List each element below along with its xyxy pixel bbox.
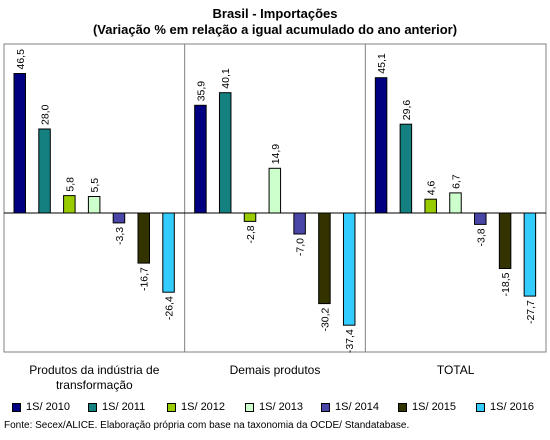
bar <box>399 123 413 214</box>
legend-item: 1S/ 2010 <box>12 401 70 413</box>
bar <box>13 73 26 214</box>
data-label: -26,4 <box>164 296 176 320</box>
legend-swatch <box>12 402 21 412</box>
data-label: -37,4 <box>344 329 356 353</box>
data-label: 6,7 <box>450 174 462 189</box>
category-label-line: TOTAL <box>436 363 475 377</box>
legend-swatch <box>476 402 485 412</box>
data-label: 5,5 <box>89 178 101 193</box>
legend-label: 1S/ 2013 <box>259 401 304 413</box>
chart-subtitle: (Variação % em relação a igual acumulado… <box>92 22 458 37</box>
data-label: -18,5 <box>500 272 512 296</box>
data-label: -2,8 <box>245 225 257 243</box>
plot-frame <box>3 43 547 353</box>
legend-label: 1S/ 2015 <box>412 401 457 413</box>
data-label: 5,8 <box>64 177 76 192</box>
legend-swatch <box>88 402 97 412</box>
bar <box>523 212 537 297</box>
legend-swatch <box>245 402 254 412</box>
bar <box>293 212 306 235</box>
legend-item: 1S/ 2015 <box>398 401 456 413</box>
data-label: 4,6 <box>426 180 438 195</box>
data-label: -27,7 <box>525 300 537 324</box>
legend-label: 1S/ 2012 <box>181 401 226 413</box>
data-label: 29,6 <box>401 100 413 121</box>
data-label: 28,0 <box>40 104 52 125</box>
bar <box>498 212 512 269</box>
data-label: -3,3 <box>114 227 126 245</box>
legend-swatch <box>167 402 176 412</box>
data-label: -3,8 <box>475 228 487 246</box>
bar <box>318 212 331 305</box>
bar <box>38 128 51 214</box>
legend-item: 1S/ 2013 <box>245 401 303 413</box>
data-label: -7,0 <box>295 238 307 256</box>
legend-item: 1S/ 2014 <box>321 401 379 413</box>
legend-item: 1S/ 2012 <box>167 401 225 413</box>
category-label: Demais produtos <box>185 363 366 378</box>
category-label: Produtos da indústria de transformação <box>4 363 185 393</box>
legend-item: 1S/ 2016 <box>476 401 534 413</box>
bar <box>268 167 282 214</box>
legend: 1S/ 2010 1S/ 2011 1S/ 2012 1S/ 2013 1S/ 2014… <box>4 401 550 417</box>
data-label: -30,2 <box>319 307 331 331</box>
data-label: 40,1 <box>220 68 232 89</box>
category-label-line: transformação <box>55 378 133 392</box>
legend-swatch <box>321 402 330 412</box>
legend-swatch <box>398 402 407 412</box>
bar <box>112 212 126 224</box>
data-label: 14,9 <box>270 144 282 165</box>
legend-label: 1S/ 2011 <box>102 401 146 413</box>
data-label: 35,9 <box>195 81 207 102</box>
category-label: TOTAL <box>365 363 546 378</box>
bar <box>87 196 101 214</box>
legend-label: 1S/ 2014 <box>335 401 380 413</box>
bar <box>63 195 76 214</box>
bar <box>449 192 462 214</box>
bar <box>374 77 388 214</box>
bar <box>218 92 232 214</box>
bar-chart: 46,5 28,0 5,8 5,5 -3,3 -16,7 -26,4 35,9 40,1 -2,8… <box>3 43 547 353</box>
bar <box>342 212 356 326</box>
legend-item: 1S/ 2011 <box>88 401 145 413</box>
data-label: 45,1 <box>376 53 388 74</box>
source-note: Fonte: Secex/ALICE. Elaboração própria c… <box>4 420 410 431</box>
bar <box>162 212 175 293</box>
data-label: -16,7 <box>139 267 151 291</box>
bar <box>137 212 150 264</box>
category-label-line: Demais produtos <box>229 363 321 377</box>
category-label-line: Produtos da indústria de <box>29 363 160 377</box>
legend-label: 1S/ 2010 <box>26 401 71 413</box>
chart-title: Brasil - Importações <box>212 6 338 21</box>
legend-label: 1S/ 2016 <box>490 401 535 413</box>
data-label: 46,5 <box>15 49 27 70</box>
bar <box>243 212 257 222</box>
bar <box>194 104 207 214</box>
bar <box>424 198 437 214</box>
bar <box>474 212 487 225</box>
